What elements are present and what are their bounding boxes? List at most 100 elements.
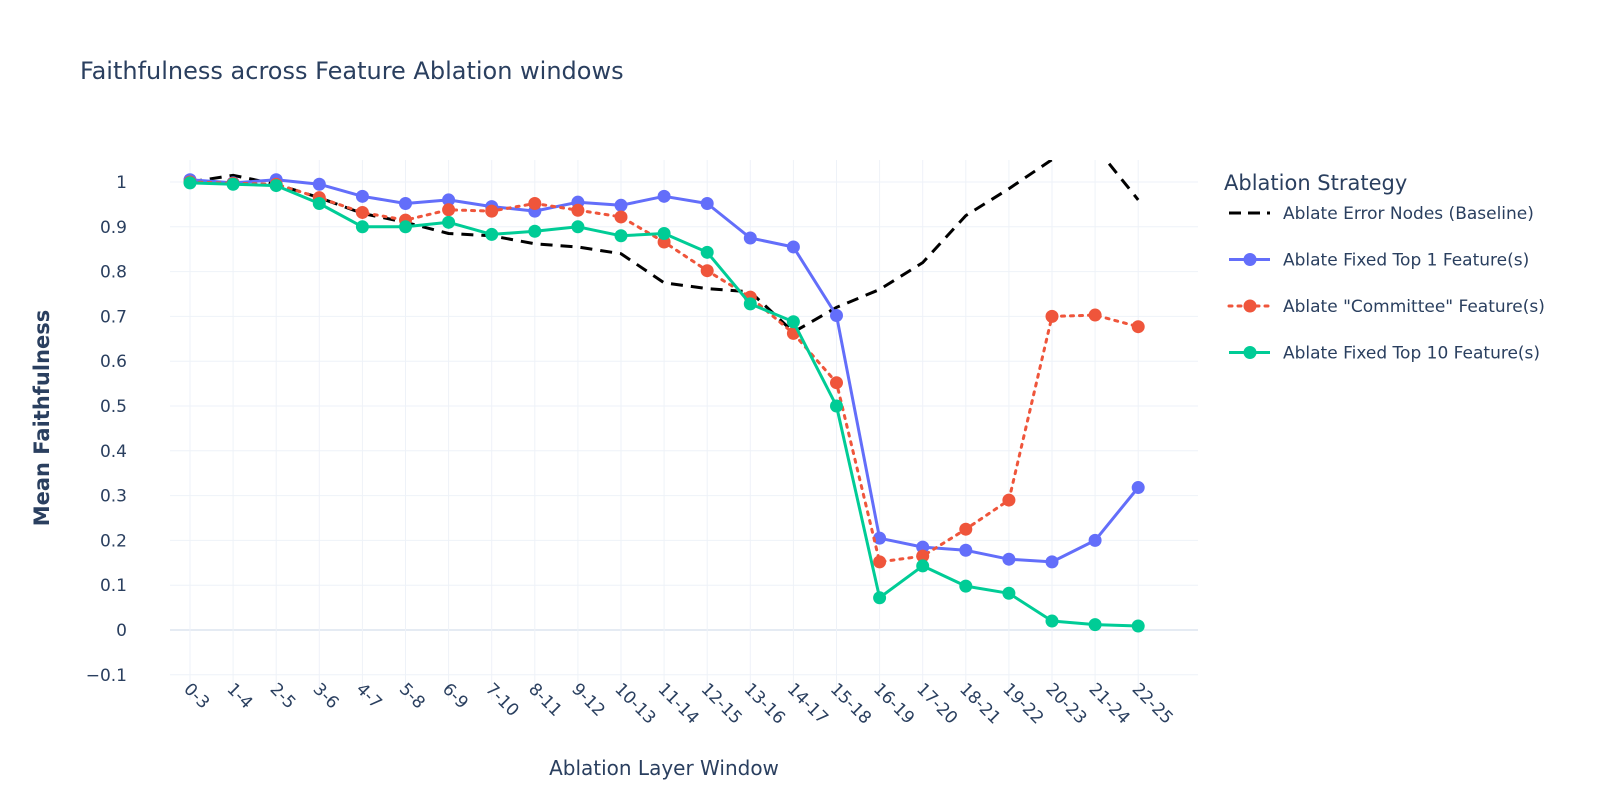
data-point xyxy=(959,543,973,557)
x-tick-label: 12-15 xyxy=(697,679,746,728)
x-tick-label: 13-16 xyxy=(740,679,789,728)
data-point xyxy=(399,220,412,234)
x-tick-label: 1-4 xyxy=(223,679,257,713)
y-tick-label: 0.3 xyxy=(100,487,127,507)
series-layer xyxy=(183,160,1145,633)
y-tick-label: 1 xyxy=(116,173,127,193)
legend-item[interactable]: Ablate "Committee" Feature(s) xyxy=(1227,297,1545,317)
data-point xyxy=(442,193,456,207)
data-point xyxy=(657,227,671,241)
data-point xyxy=(571,203,585,217)
x-axis-ticks: 0-3 1-4 2-5 3-6 4-7 5-8 6-9 7-10 8-11 9-12 10-1311… xyxy=(179,679,1176,728)
data-point xyxy=(786,240,800,254)
x-tick-label: 17-20 xyxy=(912,679,961,728)
x-tick-label: 9-12 xyxy=(567,679,608,720)
data-point xyxy=(873,531,887,545)
data-point xyxy=(312,197,326,211)
data-point xyxy=(786,315,800,329)
data-point xyxy=(916,559,930,573)
legend-item[interactable]: Ablate Fixed Top 10 Feature(s) xyxy=(1229,344,1540,364)
y-axis-title: Mean Faithfulness xyxy=(30,310,54,527)
data-point xyxy=(700,197,714,211)
data-point xyxy=(485,227,499,241)
y-tick-label: 0.4 xyxy=(100,442,127,462)
legend[interactable]: Ablation Strategy Ablate Error Nodes (Ba… xyxy=(1224,171,1545,364)
data-point xyxy=(830,399,843,413)
chart-title: Faithfulness across Feature Ablation win… xyxy=(80,57,624,85)
data-point xyxy=(1045,614,1059,628)
data-point xyxy=(1088,308,1102,322)
data-point xyxy=(743,231,757,245)
data-point xyxy=(830,376,843,390)
data-point xyxy=(700,245,714,259)
legend-item[interactable]: Ablate Fixed Top 1 Feature(s) xyxy=(1229,251,1529,271)
data-point xyxy=(959,522,973,536)
data-point xyxy=(528,224,542,238)
data-point xyxy=(873,591,887,605)
data-point xyxy=(355,220,369,234)
data-point xyxy=(1131,320,1145,334)
data-point xyxy=(571,220,585,234)
y-tick-label: 0.9 xyxy=(100,218,127,238)
y-tick-label: 0.2 xyxy=(100,531,127,551)
x-tick-label: 7-10 xyxy=(481,679,522,720)
y-tick-label: 0.5 xyxy=(100,397,127,417)
data-point xyxy=(1002,493,1016,507)
x-tick-label: 10-13 xyxy=(610,679,659,728)
x-tick-label: 21-24 xyxy=(1085,679,1134,728)
y-tick-label: 0.7 xyxy=(100,307,127,327)
data-point xyxy=(355,189,369,203)
data-point xyxy=(614,198,628,212)
y-tick-label: 0.8 xyxy=(100,263,127,283)
data-point xyxy=(700,264,714,278)
data-point xyxy=(1088,533,1102,547)
data-point xyxy=(442,215,456,229)
data-point xyxy=(355,205,369,219)
data-point xyxy=(1045,555,1059,569)
grid-lines xyxy=(170,160,1198,700)
x-tick-label: 6-9 xyxy=(438,679,472,713)
data-point xyxy=(614,210,628,224)
data-point xyxy=(442,203,456,217)
series-4 xyxy=(183,176,1145,633)
legend-title: Ablation Strategy xyxy=(1224,171,1407,195)
data-point xyxy=(657,189,671,203)
legend-label: Ablate "Committee" Feature(s) xyxy=(1283,297,1545,317)
x-tick-label: 3-6 xyxy=(309,679,343,713)
data-point xyxy=(614,229,628,243)
x-tick-label: 4-7 xyxy=(352,679,386,713)
data-point xyxy=(959,579,973,593)
legend-swatch-marker xyxy=(1243,253,1257,266)
x-tick-label: 22-25 xyxy=(1128,679,1177,728)
data-point xyxy=(399,197,412,211)
data-point xyxy=(1002,552,1016,566)
data-point xyxy=(312,177,326,191)
data-point xyxy=(528,197,542,211)
legend-swatch-marker xyxy=(1243,346,1257,359)
y-tick-label: 0.1 xyxy=(100,576,127,596)
y-tick-label: −0.1 xyxy=(86,666,127,686)
y-tick-label: 0.6 xyxy=(100,352,127,372)
data-point xyxy=(1045,309,1059,323)
x-tick-label: 14-17 xyxy=(783,679,832,728)
x-tick-label: 11-14 xyxy=(654,679,703,728)
data-point xyxy=(1002,586,1016,600)
legend-label: Ablate Error Nodes (Baseline) xyxy=(1283,204,1534,224)
data-point xyxy=(743,297,757,311)
data-point xyxy=(226,177,240,191)
x-tick-label: 20-23 xyxy=(1041,679,1090,728)
data-point xyxy=(916,540,930,554)
y-axis-ticks: −0.1 0 0.1 0.2 0.3 0.4 0.5 0.6 0.7 0.8 0.9 1 xyxy=(86,173,127,686)
data-point xyxy=(269,179,283,193)
x-tick-label: 5-8 xyxy=(395,679,429,713)
x-tick-label: 15-18 xyxy=(826,679,875,728)
data-point xyxy=(1088,618,1102,632)
legend-label: Ablate Fixed Top 10 Feature(s) xyxy=(1283,344,1540,364)
data-point xyxy=(183,176,197,190)
x-tick-label: 19-22 xyxy=(998,679,1047,728)
data-point xyxy=(830,309,843,323)
legend-item[interactable]: Ablate Error Nodes (Baseline) xyxy=(1229,204,1534,224)
data-point xyxy=(916,549,930,563)
data-point xyxy=(1131,481,1145,495)
